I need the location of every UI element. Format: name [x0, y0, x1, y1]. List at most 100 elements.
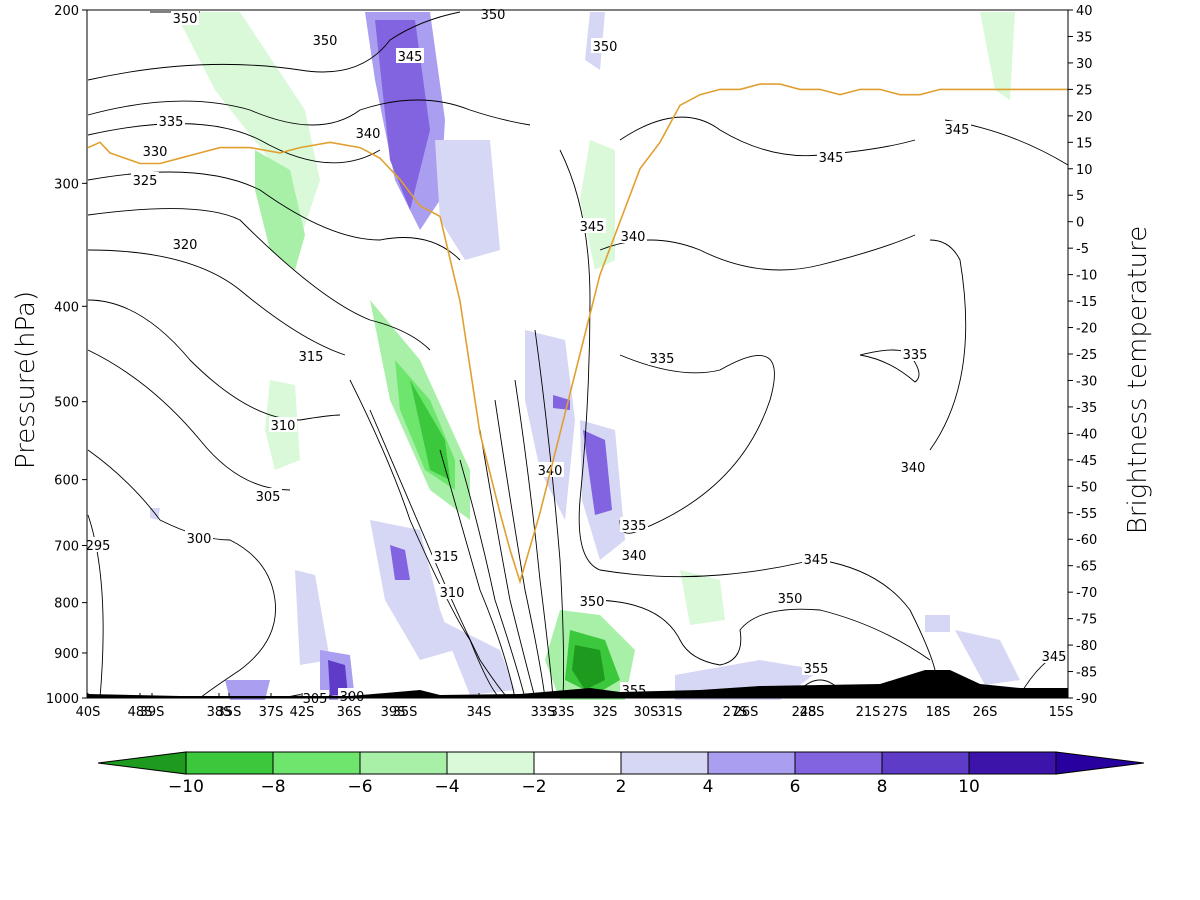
- bt-tick-label--60: -60: [1076, 533, 1097, 548]
- x-tick-label-13: 32S: [593, 705, 618, 720]
- x-tick-label-12: 33S: [550, 705, 575, 720]
- pressure-tick-label-600: 600: [54, 474, 79, 489]
- contour-line-6: [87, 249, 346, 356]
- contour-label-bg-22: [185, 530, 213, 545]
- pressure-tick-label-400: 400: [54, 300, 79, 315]
- bt-tick-label-0: 0: [1076, 216, 1084, 231]
- contour-label-bg-6: [141, 143, 169, 158]
- bt-tick-label--30: -30: [1076, 374, 1097, 389]
- contour-line-9: [87, 449, 276, 699]
- contour-label-21: 335: [622, 519, 647, 534]
- colorbar-segment-1: [272, 751, 361, 775]
- contour-label-14: 315: [299, 350, 324, 365]
- contour-label-28: 350: [580, 595, 605, 610]
- contour-label-1: 350: [313, 34, 338, 49]
- bt-tick-label--40: -40: [1076, 427, 1097, 442]
- contour-label-bg-25: [84, 537, 112, 552]
- contour-label-bg-28: [578, 593, 606, 608]
- contour-label-bg-29: [776, 590, 804, 605]
- contour-line-4: [87, 171, 461, 261]
- contour-label-20: 340: [901, 461, 926, 476]
- x-tick-label-7: 36S: [337, 705, 362, 720]
- contour-label-bg-20: [899, 459, 927, 474]
- contour-label-10: 345: [580, 220, 605, 235]
- contour-label-19: 305: [256, 490, 281, 505]
- contour-line-21: [599, 234, 916, 271]
- contour-label-32: 355: [804, 662, 829, 677]
- x-tick-label-22: 18S: [926, 705, 951, 720]
- shade-area-19: [370, 520, 455, 660]
- bt-tick-label--65: -65: [1076, 560, 1097, 575]
- shade-area-18: [553, 395, 570, 410]
- colorbar-label-9: 10: [958, 777, 980, 797]
- contour-label-bg-7: [354, 125, 382, 140]
- contour-label-27: 310: [440, 586, 465, 601]
- pressure-tick-label-300: 300: [54, 177, 79, 192]
- contour-label-bg-8: [131, 172, 159, 187]
- contour-line-18: [534, 329, 565, 699]
- bt-tick-label--85: -85: [1076, 666, 1097, 681]
- colorbar-label-5: 2: [616, 777, 627, 797]
- colorbar-label-3: −4: [434, 777, 459, 797]
- contour-label-bg-14: [297, 348, 325, 363]
- contour-label-9: 320: [173, 238, 198, 253]
- x-tick-label-17: 26S: [734, 705, 759, 720]
- bt-tick-label-20: 20: [1076, 110, 1093, 125]
- contour-label-24: 345: [804, 553, 829, 568]
- colorbar-right-arrow: [1055, 751, 1145, 775]
- contour-label-bg-10: [578, 218, 606, 233]
- shade-area-26: [225, 680, 270, 700]
- bt-tick-label-35: 35: [1076, 30, 1093, 45]
- contour-line-19: [559, 149, 831, 578]
- x-tick-label-15: 31S: [658, 705, 683, 720]
- contour-label-3: 350: [593, 40, 618, 55]
- x-tick-label-3: 38S: [207, 705, 232, 720]
- shade-area-10: [680, 570, 725, 625]
- bt-tick-label--50: -50: [1076, 480, 1097, 495]
- colorbar-segment-6: [707, 751, 796, 775]
- x-tick-label-0: 40S: [76, 705, 101, 720]
- contour-label-bg-5: [157, 113, 185, 128]
- contour-line-1: [87, 11, 461, 81]
- contour-line-24: [929, 239, 967, 451]
- contour-line-26: [819, 559, 936, 671]
- contour-label-23: 340: [622, 549, 647, 564]
- x-tick-label-24: 15S: [1049, 705, 1074, 720]
- x-tick-label-9: 35S: [393, 705, 418, 720]
- x-tick-label-10: 34S: [467, 705, 492, 720]
- x-tick-label-14: 30S: [634, 705, 659, 720]
- bt-tick-label--25: -25: [1076, 348, 1097, 363]
- brightness-temperature-axis: 40 35 30 25 20 15 10 5 0 -5 -10 -15 -20 -25 -30 -35 -40 -…: [1068, 4, 1097, 707]
- contour-label-25: 295: [86, 539, 111, 554]
- contour-label-16: 335: [903, 348, 928, 363]
- contour-line-13: [439, 449, 516, 699]
- contour-label-17: 310: [271, 419, 296, 434]
- x-tick-label-18: 24S: [792, 705, 817, 720]
- x-tick-label-23: 26S: [973, 705, 998, 720]
- contour-label-29: 350: [778, 592, 803, 607]
- contour-label-6: 330: [143, 145, 168, 160]
- bt-tick-label--70: -70: [1076, 586, 1097, 601]
- contour-line-17: [514, 379, 554, 699]
- contour-label-bg-19: [254, 488, 282, 503]
- bt-tick-label--5: -5: [1076, 242, 1089, 257]
- colorbar-label-7: 6: [790, 777, 801, 797]
- contour-line-5: [87, 208, 431, 351]
- contour-label-bg-21: [620, 517, 648, 532]
- shade-area-22: [295, 570, 330, 665]
- contour-label-bg-23: [620, 547, 648, 562]
- x-tick-label-20: 21S: [856, 705, 881, 720]
- shade-area-6: [580, 140, 615, 270]
- terrain-fill: [87, 670, 1068, 698]
- bt-tick-label-25: 25: [1076, 83, 1093, 98]
- contour-label-bg-13: [943, 121, 971, 136]
- contour-label-33: 305: [303, 692, 328, 707]
- contour-label-bg-32: [802, 660, 830, 675]
- x-tick-label-4: 35S: [217, 705, 242, 720]
- bt-tick-label--20: -20: [1076, 322, 1097, 337]
- contour-label-7: 340: [356, 127, 381, 142]
- contour-line-3: [87, 123, 381, 164]
- contour-label-0: 350: [173, 12, 198, 27]
- contour-label-5: 335: [159, 115, 184, 130]
